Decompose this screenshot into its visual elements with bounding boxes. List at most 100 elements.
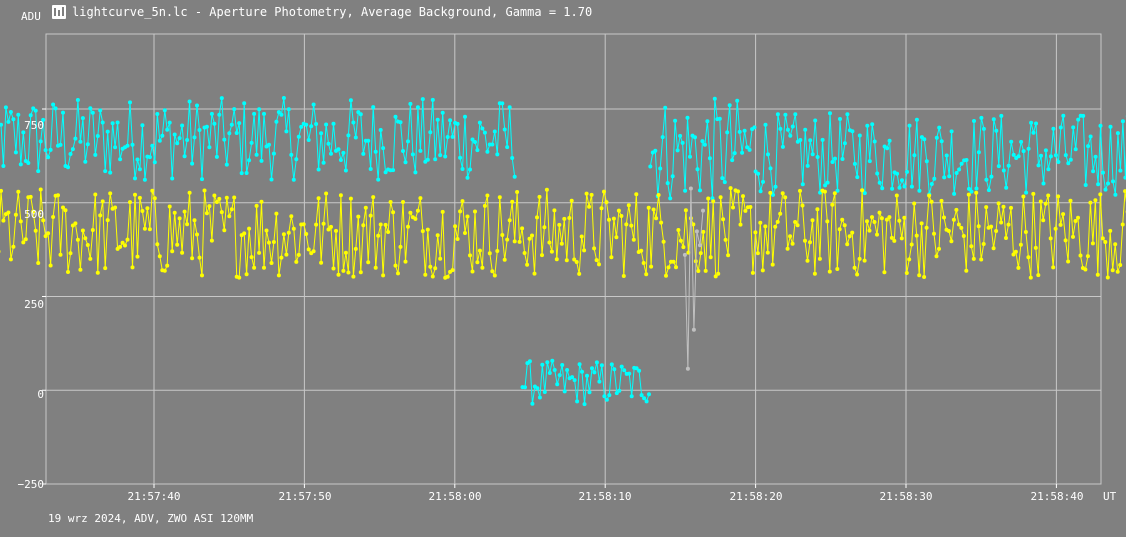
data-point <box>830 202 835 207</box>
data-point <box>1018 242 1023 247</box>
series-00ffff <box>0 96 1126 407</box>
data-point <box>485 149 490 154</box>
data-point <box>550 358 555 363</box>
data-point <box>702 142 707 147</box>
data-point <box>58 142 63 147</box>
data-point <box>685 366 690 371</box>
data-point <box>465 214 470 219</box>
data-point <box>18 219 23 224</box>
data-point <box>951 217 956 222</box>
data-point <box>98 108 103 113</box>
data-point <box>959 225 964 230</box>
data-point <box>833 156 837 161</box>
data-point <box>93 152 98 157</box>
data-point <box>279 112 284 117</box>
data-point <box>994 128 999 133</box>
data-point <box>698 188 702 193</box>
data-point <box>850 129 855 134</box>
data-point <box>572 378 577 383</box>
data-point <box>614 391 619 396</box>
data-point <box>338 193 343 198</box>
data-point <box>95 270 100 275</box>
data-point <box>780 144 785 149</box>
data-point <box>707 156 712 161</box>
data-point <box>83 159 88 164</box>
data-point <box>423 272 428 277</box>
data-point <box>685 115 690 120</box>
data-point <box>428 130 433 135</box>
data-point <box>480 265 485 270</box>
data-point <box>974 190 979 195</box>
data-point <box>842 223 847 228</box>
data-point <box>803 238 807 243</box>
data-point <box>1103 240 1108 244</box>
data-point <box>755 251 760 256</box>
data-point <box>783 195 788 200</box>
data-point <box>83 236 88 241</box>
data-point <box>175 141 180 146</box>
data-point <box>393 114 398 119</box>
data-point <box>542 390 547 394</box>
data-point <box>314 122 319 126</box>
data-point <box>607 393 612 398</box>
data-point <box>1093 154 1098 159</box>
data-point <box>1108 228 1113 233</box>
data-point <box>271 151 276 156</box>
data-point <box>895 171 900 176</box>
data-point <box>113 145 118 150</box>
data-point <box>902 215 907 220</box>
data-point <box>954 171 959 175</box>
data-point <box>837 227 842 232</box>
data-point <box>224 195 229 200</box>
data-point <box>741 194 745 199</box>
series-line <box>684 188 704 369</box>
data-point <box>177 216 182 221</box>
data-point <box>172 132 177 137</box>
data-point <box>204 124 209 129</box>
data-point <box>383 170 388 175</box>
x-tick-label: 21:58:20 <box>730 490 783 503</box>
data-point <box>590 366 594 371</box>
data-point <box>1051 265 1056 270</box>
data-point <box>1081 113 1086 118</box>
data-point <box>326 141 331 146</box>
data-point <box>371 105 376 110</box>
data-point <box>594 360 599 365</box>
data-point <box>128 200 132 205</box>
data-point <box>73 136 78 141</box>
data-point <box>110 121 115 126</box>
data-point <box>565 368 570 372</box>
data-point <box>1026 255 1031 260</box>
data-point <box>880 186 885 191</box>
data-point <box>649 264 654 269</box>
data-point <box>817 256 822 261</box>
data-point <box>604 200 609 205</box>
data-point <box>740 150 745 155</box>
data-point <box>281 96 286 100</box>
data-point <box>875 171 880 176</box>
data-point <box>897 218 902 223</box>
data-point <box>512 174 517 179</box>
data-point <box>788 133 793 138</box>
data-point <box>1083 267 1088 272</box>
data-point <box>334 228 338 233</box>
data-point <box>105 218 110 223</box>
data-point <box>1019 139 1024 144</box>
data-point <box>961 234 966 238</box>
data-point <box>33 228 38 233</box>
data-point <box>939 198 944 203</box>
data-point <box>634 192 639 197</box>
data-point <box>482 203 487 208</box>
data-point <box>612 367 617 372</box>
data-point <box>90 110 95 115</box>
data-point <box>36 261 41 265</box>
chart-series <box>0 96 1126 407</box>
data-point <box>569 198 574 203</box>
data-point <box>398 244 403 249</box>
data-point <box>413 170 418 175</box>
data-point <box>180 250 185 255</box>
data-point <box>415 105 420 110</box>
data-point <box>947 174 952 179</box>
data-point <box>286 107 291 112</box>
